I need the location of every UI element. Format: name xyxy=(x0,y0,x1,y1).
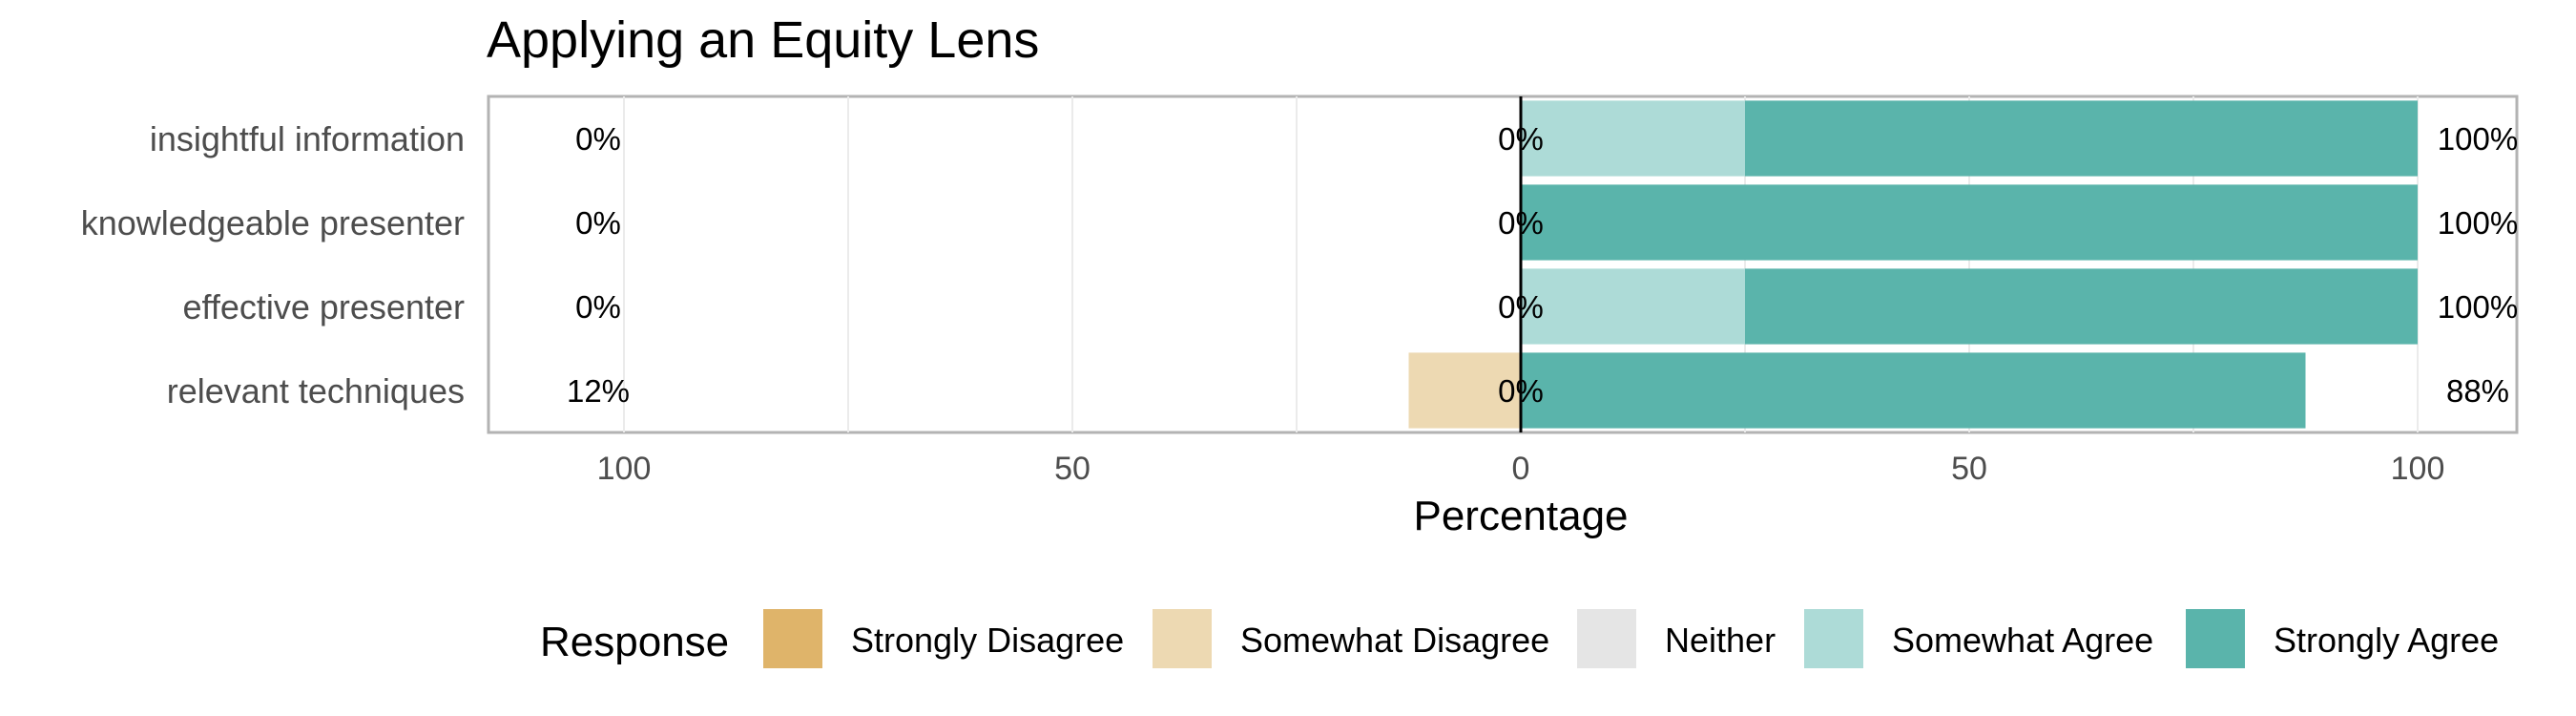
bar-segment xyxy=(1521,100,1745,177)
legend-key xyxy=(2184,607,2247,670)
legend-label: Neither xyxy=(1665,621,1776,660)
category-label: knowledgeable presenter xyxy=(81,203,465,242)
legend-key xyxy=(1151,607,1214,670)
bar-segment xyxy=(1408,352,1521,429)
data-label-right: 100% xyxy=(2438,121,2518,157)
category-label: effective presenter xyxy=(182,287,465,326)
chart-title: Applying an Equity Lens xyxy=(487,11,1039,69)
data-label-left: 0% xyxy=(575,289,621,325)
bar-segment xyxy=(1745,268,2418,345)
legend-label: Strongly Disagree xyxy=(851,621,1124,660)
x-tick-label: 0 xyxy=(1512,451,1530,487)
x-axis-title: Percentage xyxy=(1413,493,1628,539)
category-label: insightful information xyxy=(150,119,465,158)
data-label-right: 88% xyxy=(2446,373,2509,409)
legend-key xyxy=(761,607,824,670)
legend-label: Strongly Agree xyxy=(2274,621,2499,660)
legend: Response Strongly Disagree Somewhat Disagr… xyxy=(540,607,2499,670)
x-tick-label: 50 xyxy=(1054,451,1091,487)
plot-panel xyxy=(487,95,2519,434)
bar-segment xyxy=(1745,100,2418,177)
legend-label: Somewhat Agree xyxy=(1892,621,2153,660)
bar-segment xyxy=(1521,184,2418,261)
x-tick-label: 100 xyxy=(2391,451,2445,487)
data-label-left: 0% xyxy=(575,121,621,157)
x-tick-label: 50 xyxy=(1951,451,1987,487)
bar-segment xyxy=(1521,268,1745,345)
data-label-right: 100% xyxy=(2438,205,2518,241)
data-label-center: 0% xyxy=(1498,205,1544,241)
data-label-center: 0% xyxy=(1498,121,1544,157)
x-tick-label: 100 xyxy=(597,451,652,487)
legend-title: Response xyxy=(540,619,729,665)
data-label-left: 0% xyxy=(575,205,621,241)
bar-segment xyxy=(1521,352,2306,429)
category-label: relevant techniques xyxy=(167,371,465,411)
data-label-center: 0% xyxy=(1498,289,1544,325)
data-label-center: 0% xyxy=(1498,373,1544,409)
data-label-left: 12% xyxy=(567,373,630,409)
data-label-right: 100% xyxy=(2438,289,2518,325)
legend-key xyxy=(1802,607,1865,670)
legend-key xyxy=(1575,607,1638,670)
legend-label: Somewhat Disagree xyxy=(1240,621,1549,660)
